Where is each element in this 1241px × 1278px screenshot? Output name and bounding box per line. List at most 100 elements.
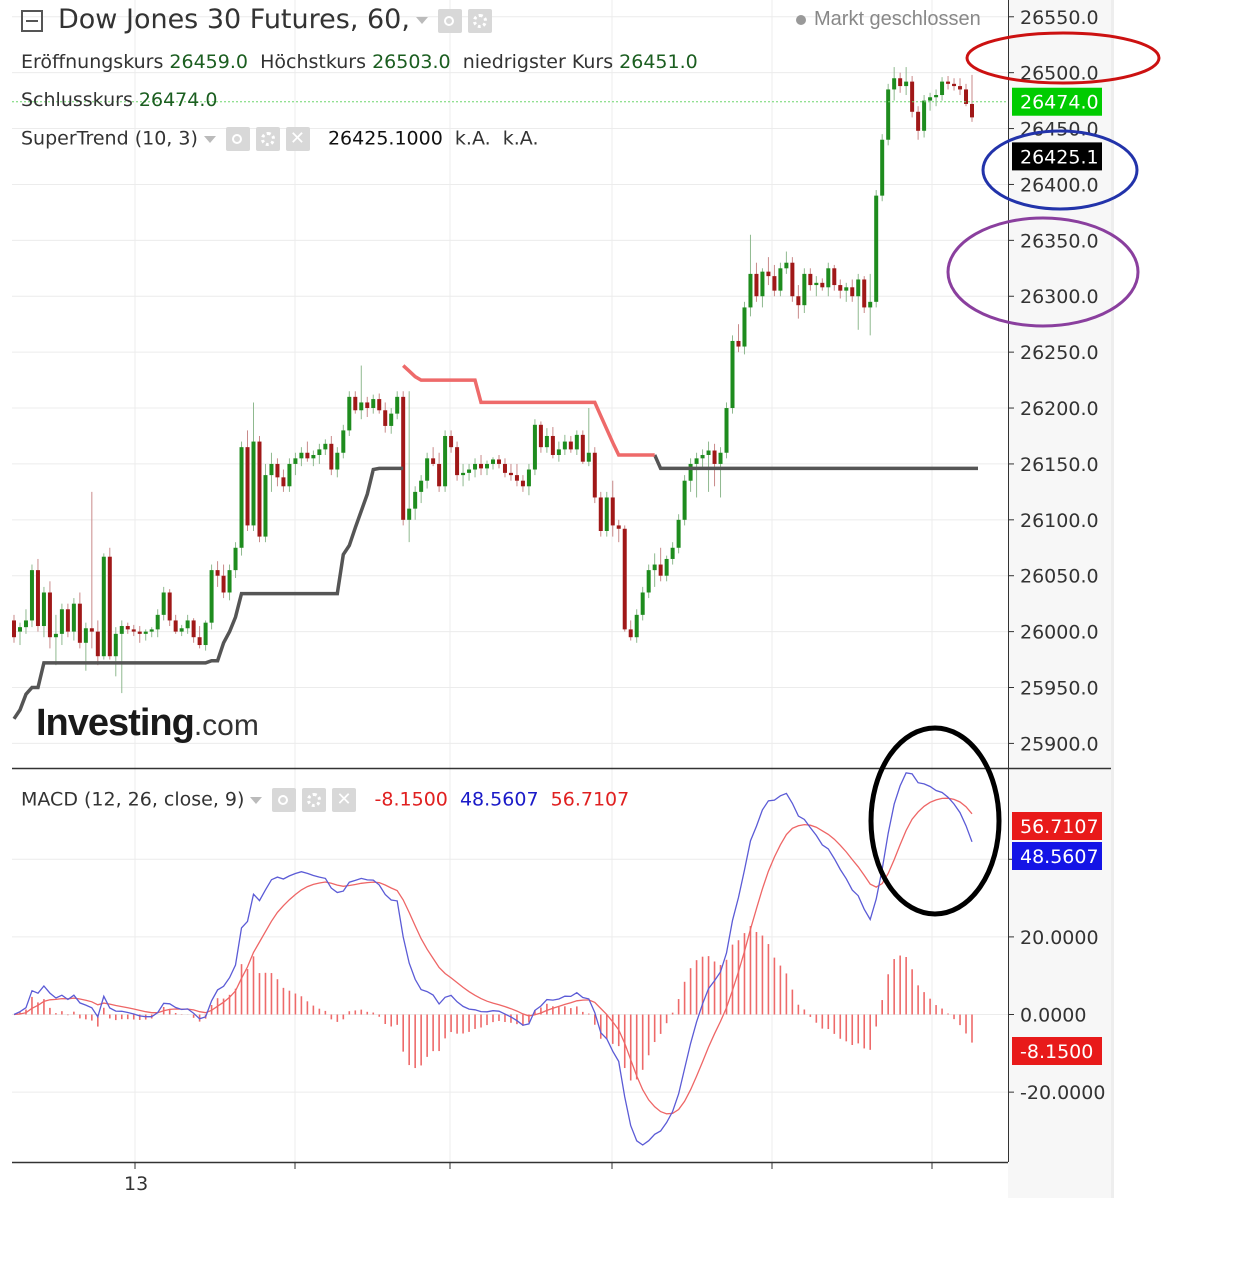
- candle-body: [239, 447, 244, 548]
- close-row: Schlusskurs 26474.0: [21, 89, 217, 111]
- candle-body: [443, 435, 448, 487]
- candle-body: [269, 463, 274, 476]
- macd-histogram-tag-text: -8.1500: [1020, 1041, 1093, 1063]
- supertrend-legend: SuperTrend (10, 3) 26425.1000 k.A. k.A.: [21, 127, 539, 151]
- candle-body: [718, 452, 723, 464]
- candle-body: [131, 629, 136, 632]
- candle-body: [203, 622, 208, 646]
- candle-body: [772, 276, 777, 291]
- candle-body: [724, 408, 729, 453]
- candle-body: [461, 472, 466, 476]
- supertrend-close-icon[interactable]: [285, 127, 310, 151]
- candle-body: [694, 458, 699, 464]
- macd-eye-icon[interactable]: [272, 788, 297, 812]
- supertrend-chevron-icon[interactable]: [203, 135, 216, 143]
- candle-body: [964, 89, 969, 104]
- price-tick-label: 26400.0: [1020, 174, 1099, 196]
- candle-body: [77, 603, 82, 643]
- last-price-tag-text: 26474.0: [1020, 92, 1099, 114]
- candle-body: [149, 629, 154, 632]
- open-label: Eröffnungskurs: [21, 51, 164, 73]
- candle-body: [233, 547, 238, 571]
- candle-body: [215, 570, 220, 576]
- candle-body: [407, 508, 412, 520]
- candle-body: [209, 570, 214, 623]
- candle-body: [574, 434, 579, 450]
- supertrend-na-2: k.A.: [502, 127, 539, 150]
- candle-body: [586, 452, 591, 462]
- candle-body: [526, 469, 531, 487]
- candle-body: [29, 570, 34, 621]
- chart-title: Dow Jones 30 Futures, 60,: [58, 4, 410, 35]
- candle-body: [568, 441, 573, 450]
- macd-close-icon[interactable]: [332, 788, 357, 812]
- candle-body: [53, 633, 58, 638]
- axis-background: [1008, 0, 1111, 1198]
- candle-body: [622, 528, 627, 630]
- candle-body: [413, 491, 418, 509]
- candle-body: [952, 83, 957, 87]
- candle-body: [47, 592, 52, 638]
- candle-body: [143, 631, 148, 634]
- candle-body: [742, 307, 747, 347]
- candle-body: [245, 447, 250, 526]
- supertrend-gear-icon[interactable]: [255, 127, 280, 151]
- candle-body: [676, 519, 681, 548]
- annotation-red-ellipse: [965, 31, 1161, 85]
- price-tick-label: 25950.0: [1020, 678, 1099, 700]
- ohlc-row: Eröffnungskurs 26459.0 Höchstkurs 26503.…: [21, 51, 698, 73]
- candle-body: [784, 262, 789, 269]
- candle-body: [634, 614, 639, 638]
- candle-body: [299, 452, 304, 459]
- candle-body: [934, 95, 939, 98]
- candle-body: [389, 413, 394, 426]
- supertrend-eye-icon[interactable]: [225, 127, 250, 151]
- candle-body: [167, 592, 172, 621]
- candle-body: [580, 434, 585, 462]
- supertrend-down-line: [402, 364, 655, 457]
- supertrend-group: [12, 364, 978, 720]
- annotation-blue-ellipse: [981, 129, 1139, 211]
- candle-body: [532, 424, 537, 470]
- candle-body: [161, 592, 166, 615]
- candle-body: [712, 450, 717, 464]
- candle-body: [538, 424, 543, 448]
- candle-body: [311, 454, 316, 459]
- candle-body: [682, 480, 687, 520]
- candle-body: [479, 463, 484, 469]
- logo-suffix: .com: [193, 709, 259, 742]
- candle-body: [419, 480, 424, 492]
- candle-body: [257, 441, 262, 537]
- eye-icon[interactable]: [437, 8, 462, 33]
- candle-body: [113, 633, 118, 657]
- collapse-icon[interactable]: [21, 10, 43, 32]
- candle-body: [616, 525, 621, 529]
- candle-body: [329, 443, 334, 470]
- candle-body: [12, 620, 16, 638]
- candle-body: [970, 103, 974, 118]
- macd-chevron-icon[interactable]: [250, 796, 263, 804]
- chevron-down-icon[interactable]: [415, 17, 428, 24]
- candle-body: [922, 100, 927, 131]
- macd-signal-tag-bg: [1012, 812, 1102, 840]
- candle-body: [760, 271, 765, 297]
- market-status: Markt geschlossen: [796, 8, 981, 31]
- low-value: 26451.0: [619, 51, 698, 73]
- candle-body: [838, 285, 843, 291]
- macd-gear-icon[interactable]: [302, 788, 327, 812]
- candle-body: [880, 139, 885, 196]
- macd-name: MACD (12, 26, close, 9): [21, 788, 245, 811]
- supertrend-tag-bg: [1012, 142, 1102, 171]
- candle-body: [275, 463, 280, 478]
- candle-body: [748, 273, 753, 308]
- supertrend-tag-text: 26425.1: [1020, 146, 1099, 168]
- price-tick-label: 26500.0: [1020, 63, 1099, 85]
- candle-body: [17, 627, 22, 632]
- candle-body: [844, 287, 849, 291]
- candle-body: [353, 396, 358, 411]
- open-value: 26459.0: [169, 51, 248, 73]
- gear-icon[interactable]: [467, 8, 492, 33]
- candle-body: [604, 497, 609, 532]
- candle-body: [910, 81, 915, 112]
